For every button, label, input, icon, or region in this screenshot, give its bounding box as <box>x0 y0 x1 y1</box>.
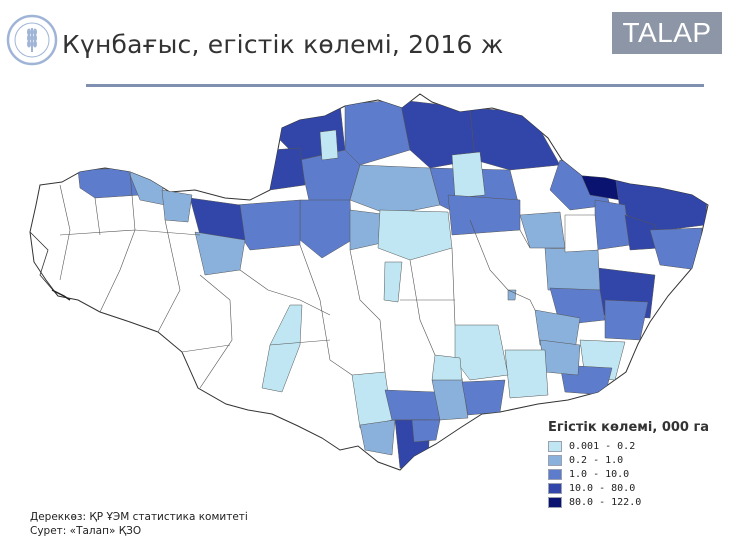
legend-swatch <box>548 483 562 494</box>
fao-wheat-emblem-icon <box>27 28 37 52</box>
legend-swatch <box>548 455 562 466</box>
source-figure-line: Сурет: «Талап» ҚЗО <box>30 525 142 537</box>
legend-item: 1.0 - 10.0 <box>548 468 709 481</box>
legend-swatch <box>548 497 562 508</box>
region-north-8 <box>451 151 486 199</box>
legend-title: Егістік көлемі, 000 га <box>548 420 710 435</box>
legend-label: 0.001 - 0.2 <box>569 441 636 452</box>
region-east-8 <box>544 247 601 291</box>
legend-label: 10.0 - 80.0 <box>569 483 636 494</box>
region-south-5 <box>431 354 463 381</box>
region-central-1 <box>383 261 403 303</box>
fao-logo <box>6 14 58 66</box>
legend-item: 10.0 - 80.0 <box>548 482 709 495</box>
legend-item: 0.2 - 1.0 <box>548 454 709 467</box>
talap-brand-badge: TALAP <box>612 12 722 54</box>
region-east-9 <box>564 214 599 253</box>
region-south-4 <box>461 379 506 416</box>
region-west-3 <box>161 189 193 223</box>
region-north-6 <box>349 164 441 216</box>
region-north-10 <box>269 147 306 191</box>
map-legend: Егістік көлемі, 000 га 0.001 - 0.2 0.2 -… <box>548 420 709 510</box>
region-east-12 <box>604 299 649 341</box>
title-divider <box>86 84 704 87</box>
region-north-14 <box>447 194 521 236</box>
source-data-line: Дереккөз: ҚР ҰЭМ статистика комитеті <box>30 511 248 523</box>
legend-label: 0.2 - 1.0 <box>569 455 624 466</box>
region-south-2 <box>384 389 441 421</box>
region-north-13 <box>377 209 453 261</box>
legend-item: 0.001 - 0.2 <box>548 440 709 453</box>
region-south-8 <box>411 419 441 443</box>
region-north-9 <box>319 129 339 161</box>
region-south-6 <box>359 419 396 456</box>
legend-label: 1.0 - 10.0 <box>569 469 630 480</box>
legend-swatch <box>548 441 562 452</box>
region-east-4 <box>594 199 631 251</box>
map-title: Күнбағыс, егістік көлемі, 2016 ж <box>62 30 504 59</box>
region-east-17 <box>504 349 549 399</box>
choropleth-map <box>29 93 709 471</box>
source-note: Дереккөз: ҚР ҰЭМ статистика комитеті Сур… <box>30 510 248 538</box>
legend-swatch <box>548 469 562 480</box>
region-east-10 <box>519 211 566 249</box>
region-central-2 <box>454 324 509 381</box>
legend-item: 80.0 - 122.0 <box>548 496 709 509</box>
legend-label: 80.0 - 122.0 <box>569 497 642 508</box>
